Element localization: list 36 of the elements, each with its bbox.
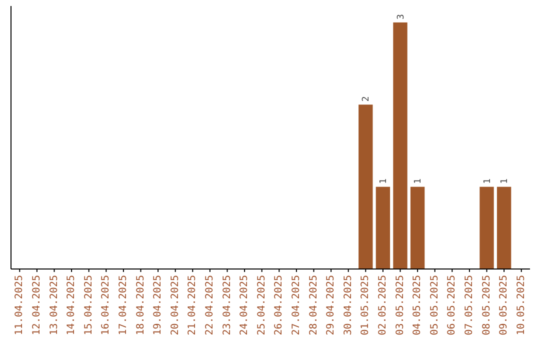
x-tick-label: 27.04.2025 [290, 275, 302, 336]
x-tick-label: 28.04.2025 [308, 275, 320, 336]
x-tick-label: 02.05.2025 [377, 275, 388, 336]
x-tick-label: 09.05.2025 [498, 275, 510, 336]
x-tick-label: 04.05.2025 [412, 275, 424, 336]
x-tick-label: 18.04.2025 [135, 275, 146, 336]
x-tick-label: 11.04.2025 [14, 275, 26, 336]
x-tick-label: 03.05.2025 [394, 275, 406, 336]
data-label: 1 [378, 178, 389, 184]
data-label: 1 [482, 178, 493, 184]
x-tick-label: 06.05.2025 [446, 275, 458, 336]
x-tick-label: 12.04.2025 [31, 275, 42, 336]
x-tick-label: 15.04.2025 [83, 275, 94, 336]
x-tick-label: 21.04.2025 [187, 275, 198, 336]
x-tick-label: 29.04.2025 [326, 275, 337, 336]
x-tick-label: 22.04.2025 [204, 275, 216, 336]
x-tick-label: 23.04.2025 [222, 275, 233, 336]
x-tick-label: 17.04.2025 [118, 275, 129, 336]
x-tick-label: 07.05.2025 [464, 275, 475, 336]
x-tick-label: 20.04.2025 [170, 275, 181, 336]
x-tick-label: 14.04.2025 [66, 275, 78, 336]
x-tick-label: 24.04.2025 [239, 275, 250, 336]
x-tick-label: 16.04.2025 [100, 275, 112, 336]
x-tick-label: 08.05.2025 [481, 275, 492, 336]
data-label: 1 [500, 178, 510, 184]
x-tick-label: 19.04.2025 [152, 275, 164, 336]
data-label: 1 [414, 178, 424, 184]
x-tick-label: 30.04.2025 [342, 275, 354, 336]
x-tick-label: 26.04.2025 [274, 275, 285, 336]
x-tick-label: 05.05.2025 [429, 275, 440, 336]
x-tick-label: 10.05.2025 [516, 275, 527, 336]
data-label: 2 [362, 96, 372, 102]
x-tick-label: 25.04.2025 [256, 275, 268, 336]
x-tick-label: 13.04.2025 [48, 275, 60, 336]
data-label: 3 [396, 14, 406, 20]
x-tick-label: 01.05.2025 [360, 275, 372, 336]
